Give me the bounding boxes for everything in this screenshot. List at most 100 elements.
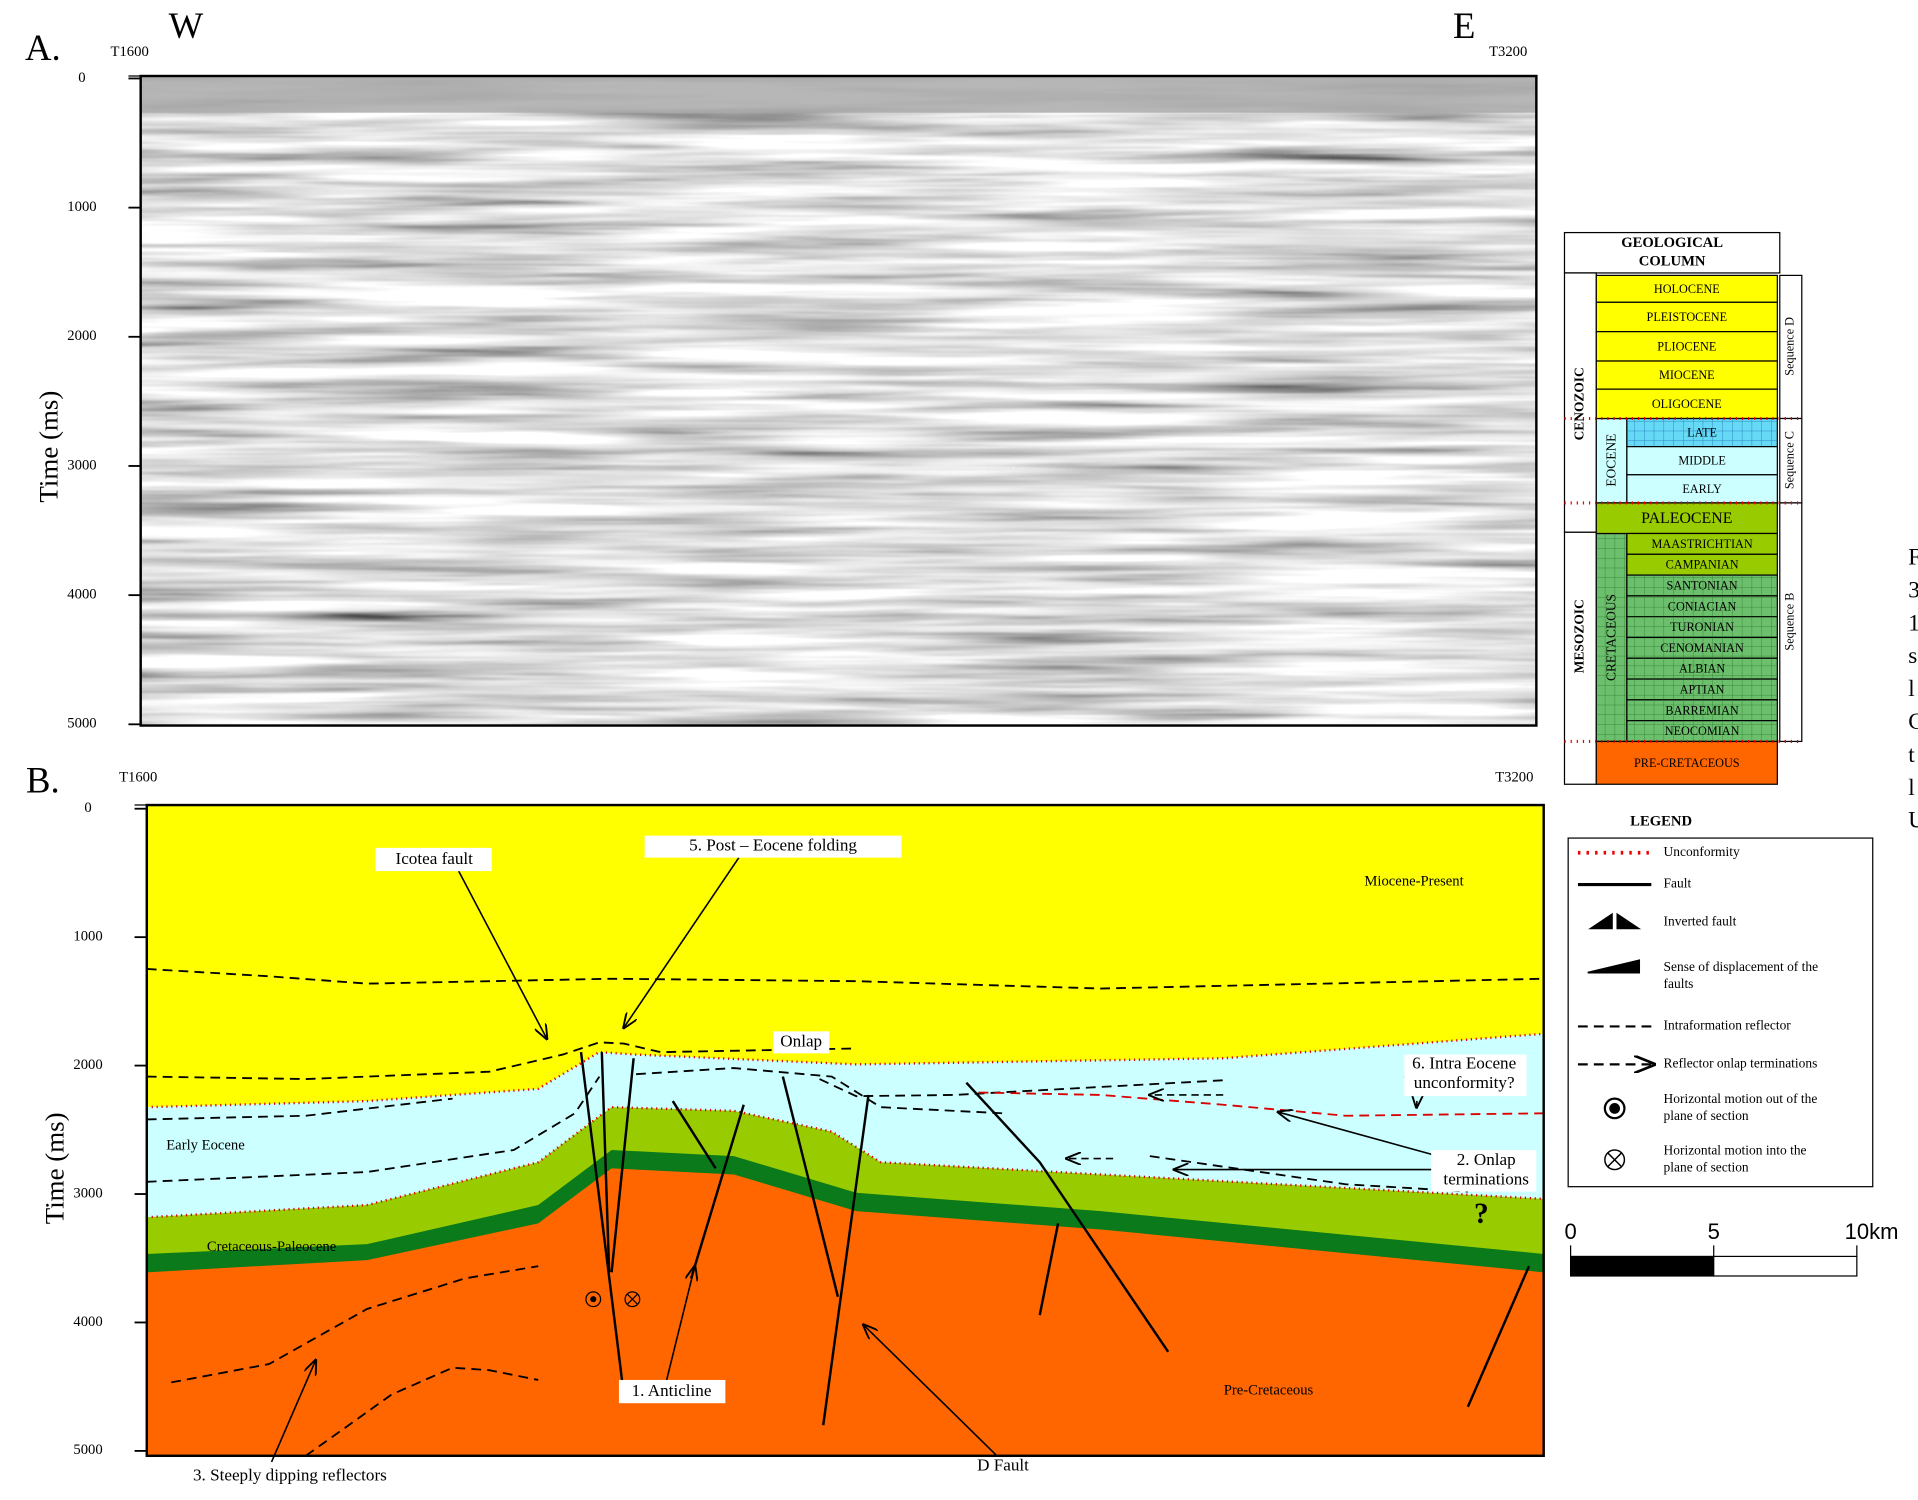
sequence-name: Sequence D [1783, 317, 1797, 376]
legend-text: Unconformity [1664, 844, 1740, 859]
panel-b-section [147, 805, 1544, 1462]
unit-name: APTIAN [1680, 682, 1725, 696]
trace-label: T1600 [111, 44, 149, 60]
sequence-name: Sequence C [1783, 431, 1797, 489]
group-name: MESOZOIC [1571, 599, 1586, 673]
group-name: EOCENE [1603, 434, 1618, 487]
column-title: COLUMN [1639, 253, 1706, 269]
y-tick-label: 2000 [67, 328, 96, 344]
unit-name: NEOCOMIAN [1665, 724, 1740, 738]
y-tick-label: 0 [84, 800, 91, 816]
unit-name: TURONIAN [1670, 620, 1734, 634]
y-tick-label: 0 [78, 70, 85, 86]
unit-name: CAMPANIAN [1666, 558, 1739, 572]
caption-fragment: F [1908, 545, 1918, 571]
legend-text: plane of section [1664, 1159, 1749, 1174]
caption-fragment: l [1908, 676, 1914, 702]
unit-name: PALEOCENE [1641, 510, 1732, 527]
unit-name: SANTONIAN [1667, 579, 1738, 593]
y-tick-label: 3000 [73, 1185, 102, 1201]
column-title: GEOLOGICAL [1621, 235, 1723, 251]
annotation: 3. Steeply dipping reflectors [193, 1466, 387, 1485]
unit-name: HOLOCENE [1654, 282, 1720, 296]
legend-text: faults [1664, 976, 1694, 991]
scale-label: 5 [1708, 1219, 1720, 1244]
y-tick-label: 2000 [73, 1057, 102, 1073]
trace-label: T1600 [119, 769, 157, 785]
annotation: 1. Anticline [632, 1381, 712, 1400]
annotation: Cretaceous-Paleocene [207, 1239, 336, 1255]
annotation: Miocene-Present [1364, 873, 1463, 889]
legend-text: Horizontal motion out of the [1664, 1091, 1818, 1106]
annotation: 6. Intra Eocene [1412, 1053, 1516, 1072]
sequence-name: Sequence B [1783, 593, 1797, 651]
unit-name: CONIACIAN [1668, 599, 1737, 613]
legend-text: Reflector onlap terminations [1664, 1055, 1818, 1070]
annotation: Onlap [780, 1031, 822, 1050]
legend-motion-out [1610, 1104, 1619, 1113]
caption-fragment: C [1908, 709, 1918, 735]
legend-text: Sense of displacement of the [1664, 959, 1819, 974]
unit-name: EARLY [1682, 482, 1722, 496]
annotation: terminations [1443, 1169, 1529, 1188]
caption-fragment: s [1908, 643, 1917, 669]
y-tick-label: 5000 [67, 716, 96, 732]
annotation: Icotea fault [396, 849, 474, 868]
scale-bar [1571, 1245, 1857, 1276]
annotation: 5. Post – Eocene folding [689, 836, 857, 855]
annotation: Pre-Cretaceous [1224, 1382, 1314, 1398]
unit-name: MIDDLE [1678, 454, 1726, 468]
unit-name: LATE [1687, 426, 1717, 440]
direction-label: E [1453, 5, 1475, 46]
annotation: D Fault [977, 1456, 1029, 1475]
unit-name: PLIOCENE [1657, 339, 1716, 353]
panel-label: B. [26, 760, 60, 801]
scale-label: 10 [1845, 1219, 1869, 1244]
figure: 0100020003000400050000100020003000400050… [0, 0, 1918, 1500]
y-tick-label: 1000 [67, 199, 96, 215]
scale-unit: km [1869, 1219, 1898, 1244]
panel-label: A. [25, 27, 61, 68]
caption-fragment: 3 [1908, 577, 1918, 603]
annotation: Early Eocene [166, 1138, 245, 1154]
unit-name: BARREMIAN [1665, 703, 1738, 717]
legend-text: Horizontal motion into the [1664, 1142, 1807, 1157]
direction-label: W [169, 5, 204, 46]
unit-name: PLEISTOCENE [1647, 310, 1728, 324]
scale-label: 0 [1564, 1219, 1576, 1244]
unit-name: MIOCENE [1659, 368, 1715, 382]
y-tick-label: 1000 [73, 929, 102, 945]
legend-box [1568, 838, 1873, 1187]
water-column [141, 76, 1537, 113]
unit-name: OLIGOCENE [1652, 397, 1722, 411]
legend-title: LEGEND [1630, 814, 1692, 830]
legend-text: plane of section [1664, 1108, 1749, 1123]
unit-name: PRE-CRETACEOUS [1634, 756, 1740, 770]
scale-segment [1571, 1256, 1714, 1276]
y-tick-label: 4000 [73, 1314, 102, 1330]
trace-label: T3200 [1495, 769, 1533, 785]
legend-text: Intraformation reflector [1664, 1018, 1792, 1033]
legend-text: Fault [1664, 876, 1692, 891]
caption-fragment: t [1908, 742, 1915, 768]
y-tick-label: 3000 [67, 457, 96, 473]
scale-segment [1714, 1256, 1857, 1276]
group-name: CRETACEOUS [1603, 594, 1618, 681]
trace-label: T3200 [1489, 44, 1527, 60]
seismic-image [141, 76, 1537, 726]
y-tick-label: 4000 [67, 587, 96, 603]
annotation: ? [1474, 1198, 1489, 1230]
unit-name: CENOMANIAN [1660, 641, 1744, 655]
axis-title: Time (ms) [34, 391, 64, 503]
unit-name: ALBIAN [1679, 662, 1725, 676]
caption-fragment: l [1908, 775, 1914, 801]
caption-fragment: U [1908, 808, 1918, 834]
caption-fragment: 1 [1908, 610, 1918, 636]
annotation: 2. Onlap [1457, 1150, 1516, 1169]
legend-text: Inverted fault [1664, 914, 1737, 929]
annotation: unconformity? [1414, 1073, 1515, 1092]
group-name: CENOZOIC [1571, 367, 1586, 440]
unit-name: MAASTRICHTIAN [1652, 537, 1753, 551]
y-tick-label: 5000 [73, 1442, 102, 1458]
axis-title: Time (ms) [40, 1112, 70, 1224]
